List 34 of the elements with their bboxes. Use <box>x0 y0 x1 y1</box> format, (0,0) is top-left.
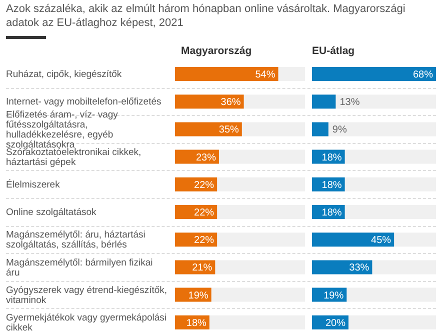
data-label: 18% <box>322 152 342 164</box>
y-tick-label: Szórakoztatóelektronikai cikkek, háztartási gépek <box>6 146 142 168</box>
data-label: 19% <box>188 290 208 302</box>
data-label: 20% <box>325 318 346 329</box>
data-label: 35% <box>218 124 240 136</box>
data-label: 33% <box>349 262 370 274</box>
y-tick-label: Online szolgáltatások <box>6 207 97 218</box>
series-label: Magyarország <box>181 45 252 57</box>
data-label: 9% <box>332 124 347 136</box>
data-label: 36% <box>220 97 241 108</box>
series-label: EU-átlag <box>312 45 355 57</box>
data-label: 21% <box>192 262 212 274</box>
data-label: 45% <box>371 235 392 246</box>
data-label: 13% <box>340 97 360 108</box>
data-label: 68% <box>412 70 434 80</box>
bar <box>312 122 328 136</box>
chart-title: Azok százaléka, akik az elmúlt három hónapban online vásároltak. Magyarországi adatok az EU-átlaghoz képest, 2021 <box>6 2 406 30</box>
y-tick-label: Internet- vagy mobiltelefon-előfizetés <box>6 96 162 108</box>
data-label: 22% <box>194 208 214 218</box>
data-label: 22% <box>194 180 214 191</box>
y-tick-label: Magánszemélytől: áru, háztartási szolgáltatás, szállítás, bérlés <box>6 230 146 251</box>
data-label: 23% <box>196 152 216 164</box>
data-label: 54% <box>255 70 276 80</box>
bar <box>312 94 336 109</box>
y-tick-label: Magánszemélytől: bármilyen fizikai áru <box>6 257 153 278</box>
data-label: 19% <box>324 290 344 302</box>
y-tick-label: Gyógyszerek vagy étrend-kiegészítők, vitaminok <box>6 284 168 306</box>
data-label: 18% <box>322 180 342 191</box>
y-tick-label: Gyermekjátékok vagy gyermekápolási cikkek <box>6 312 167 334</box>
y-tick-label: Ruházat, cipők, kiegészítők <box>6 69 122 80</box>
data-label: 18% <box>186 318 207 329</box>
data-label: 18% <box>322 208 342 218</box>
y-tick-label: Élelmiszerek <box>6 178 60 190</box>
data-label: 22% <box>194 235 214 246</box>
